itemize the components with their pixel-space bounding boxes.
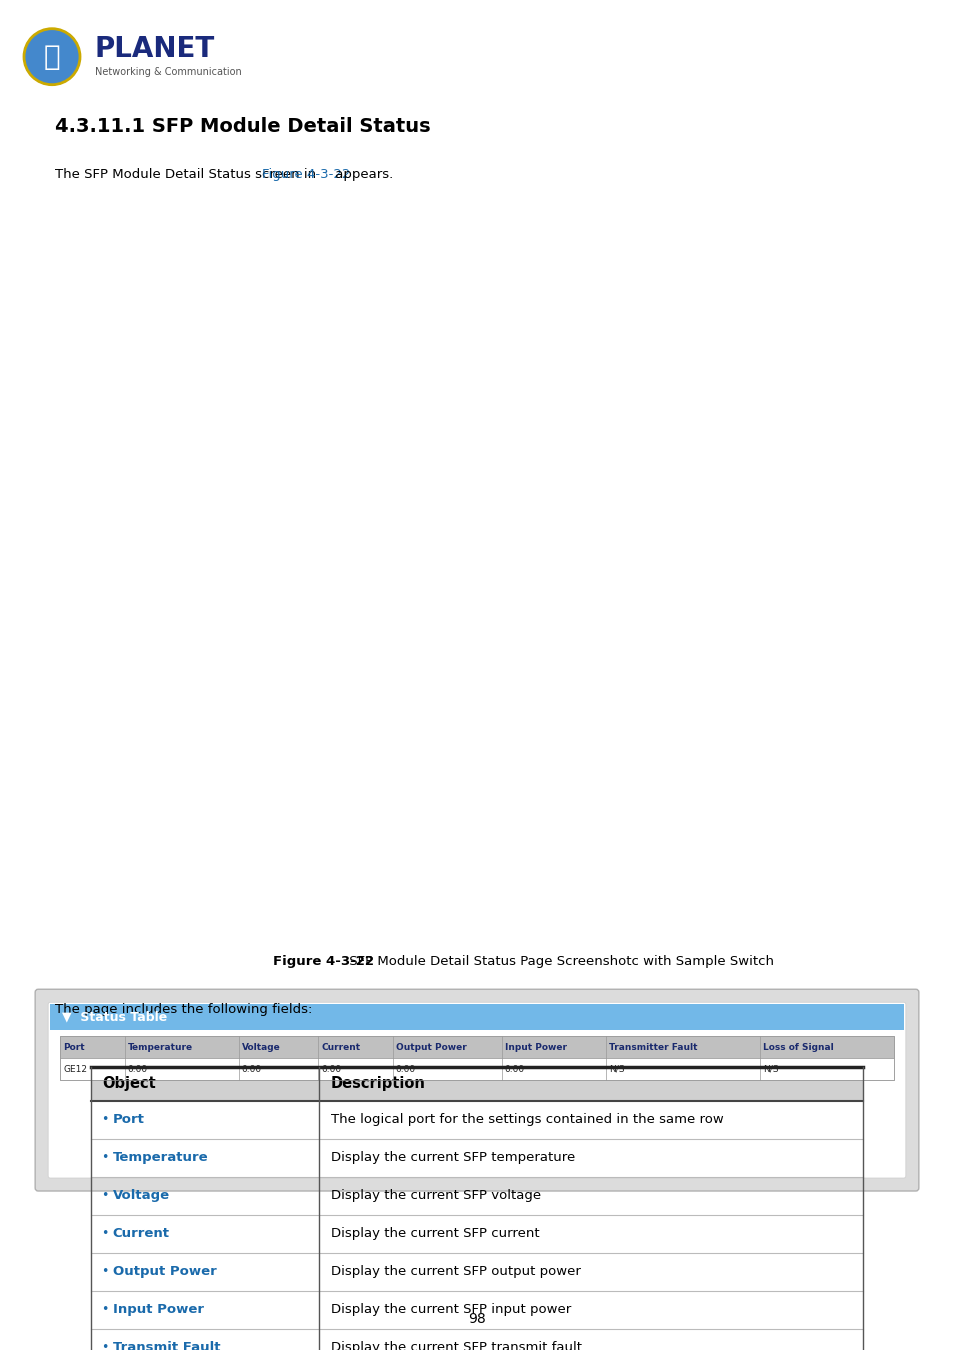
Text: Voltage: Voltage <box>241 1042 280 1052</box>
Text: •: • <box>100 1303 108 1316</box>
Text: appears.: appears. <box>331 167 393 181</box>
Text: Output Power: Output Power <box>395 1042 466 1052</box>
Text: Transmit Fault: Transmit Fault <box>112 1341 220 1350</box>
Text: N/S: N/S <box>762 1065 778 1073</box>
Text: •: • <box>100 1341 108 1350</box>
Text: Current: Current <box>112 1227 170 1241</box>
Text: PLANET: PLANET <box>95 35 215 62</box>
Text: Loss of Signal: Loss of Signal <box>762 1042 833 1052</box>
Text: Description: Description <box>331 1076 425 1091</box>
Circle shape <box>24 28 80 85</box>
Text: •: • <box>100 1227 108 1241</box>
Text: N/S: N/S <box>608 1065 624 1073</box>
Bar <box>60 1037 893 1080</box>
Text: Port: Port <box>112 1112 144 1126</box>
Text: 0.00: 0.00 <box>504 1065 524 1073</box>
Text: The page includes the following fields:: The page includes the following fields: <box>55 1003 312 1017</box>
Text: Figure 4-3-22: Figure 4-3-22 <box>261 167 350 181</box>
FancyBboxPatch shape <box>35 990 918 1191</box>
Text: Voltage: Voltage <box>112 1189 170 1202</box>
Text: GE12: GE12 <box>63 1065 87 1073</box>
Text: SFP Module Detail Status Page Screenshotc with Sample Switch: SFP Module Detail Status Page Screenshot… <box>345 954 773 968</box>
Text: Display the current SFP current: Display the current SFP current <box>331 1227 538 1241</box>
Text: Display the current SFP input power: Display the current SFP input power <box>331 1303 570 1316</box>
Text: 4.3.11.1 SFP Module Detail Status: 4.3.11.1 SFP Module Detail Status <box>55 117 430 136</box>
Text: Input Power: Input Power <box>112 1303 203 1316</box>
Text: Display the current SFP output power: Display the current SFP output power <box>331 1265 579 1278</box>
Text: Display the current SFP voltage: Display the current SFP voltage <box>331 1189 540 1202</box>
Text: Object: Object <box>103 1076 156 1091</box>
Text: 0.00: 0.00 <box>128 1065 148 1073</box>
Text: 0.00: 0.00 <box>321 1065 341 1073</box>
Text: Port: Port <box>63 1042 85 1052</box>
Text: The logical port for the settings contained in the same row: The logical port for the settings contai… <box>331 1112 722 1126</box>
Bar <box>60 1037 893 1058</box>
Bar <box>91 1066 862 1100</box>
Text: Display the current SFP transmit fault: Display the current SFP transmit fault <box>331 1341 581 1350</box>
Text: Figure 4-3-22: Figure 4-3-22 <box>274 954 375 968</box>
Text: Temperature: Temperature <box>112 1152 208 1164</box>
Text: Current: Current <box>321 1042 360 1052</box>
Text: ▼  Status Table: ▼ Status Table <box>62 1011 167 1023</box>
Text: •: • <box>100 1112 108 1126</box>
Text: 0.00: 0.00 <box>241 1065 262 1073</box>
Text: 🌐: 🌐 <box>44 43 60 70</box>
Text: Temperature: Temperature <box>128 1042 193 1052</box>
Text: 98: 98 <box>468 1312 485 1326</box>
Text: Output Power: Output Power <box>112 1265 216 1278</box>
Text: 0.00: 0.00 <box>395 1065 416 1073</box>
Text: •: • <box>100 1189 108 1202</box>
Text: Display the current SFP temperature: Display the current SFP temperature <box>331 1152 575 1164</box>
Bar <box>60 1058 893 1080</box>
Text: Input Power: Input Power <box>504 1042 566 1052</box>
FancyBboxPatch shape <box>48 1002 905 1179</box>
Text: Transmitter Fault: Transmitter Fault <box>608 1042 697 1052</box>
Text: •: • <box>100 1265 108 1278</box>
Text: The SFP Module Detail Status screen in: The SFP Module Detail Status screen in <box>55 167 320 181</box>
Text: •: • <box>100 1152 108 1164</box>
Bar <box>51 1004 902 1030</box>
Text: Networking & Communication: Networking & Communication <box>95 66 241 77</box>
